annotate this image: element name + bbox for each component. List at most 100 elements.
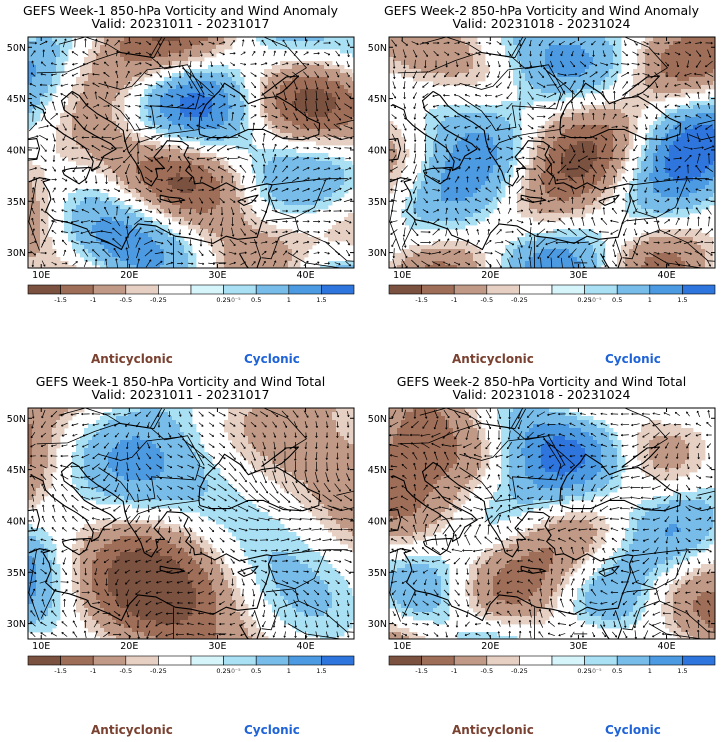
lat-tick-label: 40N [368, 516, 387, 527]
colorbar-swatch [321, 655, 355, 666]
colorbar: -1.5 -1 -0.5 -0.25 0.25 0.5 1 1.5 10⁻⁵ [388, 655, 716, 675]
colorbar-scale-label: 10⁻⁵ [227, 297, 241, 304]
colorbar-tick-label: -0.25 [150, 667, 167, 675]
lon-tick-label: 40E [657, 270, 675, 281]
lon-tick-label: 20E [481, 641, 499, 652]
colorbar-swatch [421, 655, 455, 666]
wind-vectors [28, 38, 353, 268]
colorbar-swatch [616, 284, 651, 295]
colorbar-swatch [649, 655, 683, 666]
anticyclonic-label: Anticyclonic [452, 352, 534, 366]
colorbar-tick-label: 0.25 [577, 296, 591, 304]
colorbar-swatch [288, 284, 322, 295]
colorbar-tick-label: 0.25 [216, 667, 230, 675]
colorbar-swatch [27, 284, 61, 295]
lat-tick-label: 30N [368, 619, 387, 630]
lon-tick-label: 10E [32, 641, 50, 652]
panel-title: GEFS Week-1 850-hPa Vorticity and Wind A… [0, 4, 361, 18]
colorbar-swatch [584, 655, 618, 666]
colorbar-tick-label: -0.5 [119, 296, 132, 304]
lon-tick-label: 30E [569, 270, 587, 281]
wind-vectors [29, 409, 354, 639]
colorbar-swatch [486, 655, 520, 666]
colorbar-tick-label: -1.5 [415, 667, 428, 675]
vorticity-map: 50N 45N 40N 35N 30N 10E 20E 30E 40E -1.5 -1 -0.5 -0.… [368, 407, 716, 675]
colorbar-swatch [223, 284, 257, 295]
lat-tick-label: 30N [7, 619, 26, 630]
colorbar-swatch [125, 655, 159, 666]
colorbar-tick-label: -1 [451, 667, 457, 675]
lon-tick-label: 40E [296, 641, 314, 652]
colorbar-tick-label: 0.5 [612, 296, 622, 304]
lat-tick-label: 30N [368, 248, 387, 259]
colorbar-scale-label: 10⁻⁵ [588, 668, 602, 675]
vorticity-shading [28, 408, 354, 639]
panel-valid-dates: Valid: 20231011 - 20231017 [0, 17, 361, 31]
colorbar-tick-label: 1.5 [677, 667, 687, 675]
panel-title: GEFS Week-1 850-hPa Vorticity and Wind T… [0, 375, 361, 389]
colorbar-swatch [649, 284, 683, 295]
colorbar-swatch [321, 284, 355, 295]
colorbar-tick-label: 1 [648, 667, 652, 675]
lat-tick-label: 50N [7, 414, 26, 425]
country-borders [28, 37, 354, 268]
colorbar-tick-label: 1.5 [316, 667, 326, 675]
lon-tick-label: 30E [208, 270, 226, 281]
lat-tick-label: 40N [368, 145, 387, 156]
colorbar-tick-label: 0.25 [216, 296, 230, 304]
panel-title: GEFS Week-2 850-hPa Vorticity and Wind A… [361, 4, 722, 18]
panel-week1-anomaly: GEFS Week-1 850-hPa Vorticity and Wind A… [0, 0, 361, 371]
lon-tick-label: 20E [120, 270, 138, 281]
anticyclonic-label: Anticyclonic [91, 723, 173, 737]
lat-tick-label: 40N [7, 516, 26, 527]
lat-tick-label: 45N [7, 465, 26, 476]
colorbar-swatch [158, 655, 192, 666]
colorbar-swatch [584, 284, 618, 295]
colorbar-tick-label: -1.5 [54, 296, 67, 304]
lat-tick-label: 30N [7, 248, 26, 259]
colorbar-swatch [27, 655, 61, 666]
cyclonic-label: Cyclonic [605, 723, 661, 737]
map-frame [27, 36, 355, 269]
colorbar-swatch [125, 284, 159, 295]
colorbar-swatch [453, 655, 488, 666]
colorbar-tick-label: -0.25 [511, 296, 528, 304]
colorbar-swatch [60, 284, 94, 295]
colorbar-swatch [519, 284, 553, 295]
panel-title: GEFS Week-2 850-hPa Vorticity and Wind T… [361, 375, 722, 389]
colorbar-swatch [486, 284, 520, 295]
colorbar-swatch [60, 655, 94, 666]
colorbar: -1.5 -1 -0.5 -0.25 0.25 0.5 1 1.5 10⁻⁵ [388, 284, 716, 304]
cyclonic-label: Cyclonic [244, 352, 300, 366]
lon-tick-label: 10E [32, 270, 50, 281]
panel-week2-anomaly: GEFS Week-2 850-hPa Vorticity and Wind A… [361, 0, 722, 371]
colorbar-tick-label: 0.5 [251, 667, 261, 675]
colorbar-tick-label: -1 [90, 667, 96, 675]
lon-tick-label: 20E [481, 270, 499, 281]
lon-tick-label: 40E [657, 641, 675, 652]
panel-valid-dates: Valid: 20231011 - 20231017 [0, 388, 361, 402]
panel-valid-dates: Valid: 20231018 - 20231024 [361, 17, 722, 31]
cyclonic-label: Cyclonic [605, 352, 661, 366]
wind-vectors [389, 39, 715, 268]
vorticity-map: 50N 45N 40N 35N 30N 10E 20E 30E 40E -1.5 -1 -0.5 -0.… [368, 36, 716, 304]
colorbar-swatch [190, 284, 224, 295]
lon-tick-label: 10E [393, 270, 411, 281]
colorbar-swatch [388, 655, 422, 666]
colorbar-swatch [421, 284, 455, 295]
colorbar-scale-label: 10⁻⁵ [588, 297, 602, 304]
colorbar-tick-label: -0.5 [480, 296, 493, 304]
panel-valid-dates: Valid: 20231018 - 20231024 [361, 388, 722, 402]
vorticity-shading [28, 37, 354, 268]
colorbar-swatch [92, 284, 127, 295]
vorticity-shading [389, 37, 715, 268]
colorbar-tick-label: 1 [287, 667, 291, 675]
country-borders [389, 408, 715, 639]
lat-tick-label: 40N [7, 145, 26, 156]
colorbar-swatch [190, 655, 224, 666]
coastlines [389, 446, 715, 639]
colorbar-tick-label: 0.5 [251, 296, 261, 304]
lon-tick-label: 10E [393, 641, 411, 652]
panel-week2-total: GEFS Week-2 850-hPa Vorticity and Wind T… [361, 371, 722, 742]
colorbar-tick-label: -1 [451, 296, 457, 304]
